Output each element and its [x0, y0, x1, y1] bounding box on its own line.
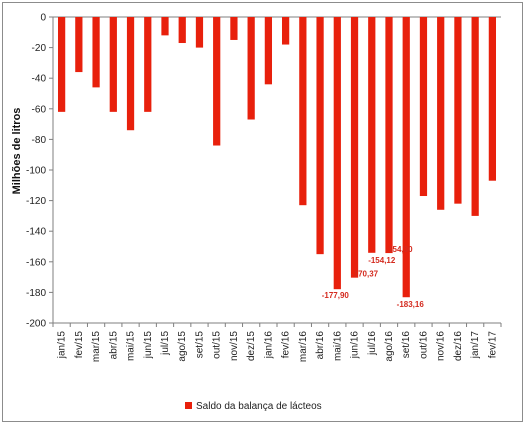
y-tick-label: 0 — [40, 13, 46, 24]
y-axis-label: Milhões de litros — [11, 108, 23, 195]
data-label-layer: -177,90 -170,37 -154,12 -154,30 -183,16 — [322, 245, 425, 309]
x-tick-label: fev/17 — [487, 331, 498, 359]
x-tick-label: dez/15 — [246, 331, 257, 361]
bar — [350, 17, 359, 278]
bar — [92, 17, 100, 88]
chart-frame: 0 -20 -40 -60 -80 -100 -120 -140 -160 -180 -200 jan… — [2, 2, 523, 422]
x-tick-label: out/15 — [212, 331, 223, 359]
data-label: -183,16 — [397, 300, 425, 309]
y-tick-label: -180 — [26, 288, 46, 299]
legend: Saldo da balança de lácteos — [185, 401, 322, 412]
bar-chart: 0 -20 -40 -60 -80 -100 -120 -140 -160 -180 -200 jan… — [11, 13, 502, 412]
bar — [144, 17, 152, 112]
x-tick-label: ago/16 — [384, 331, 395, 362]
x-tick-label: fev/15 — [74, 331, 85, 359]
x-tick-label: nov/16 — [436, 331, 447, 361]
x-tick-label: out/16 — [418, 331, 429, 359]
bar — [161, 17, 169, 36]
x-tick-label: jan/15 — [57, 331, 68, 360]
x-tick-label: nov/15 — [229, 331, 240, 361]
legend-entry: Saldo da balança de lácteos — [196, 401, 322, 412]
y-tick-label: -140 — [26, 227, 46, 238]
y-tick-label: -120 — [26, 196, 46, 207]
x-tick-label: jan/17 — [470, 331, 481, 360]
y-tick-label: -160 — [26, 257, 46, 268]
x-tick-label: abr/16 — [315, 331, 326, 360]
y-tick-label: -200 — [26, 319, 46, 330]
bar — [178, 17, 186, 44]
x-tick-label: mai/16 — [332, 331, 343, 361]
bar — [75, 17, 83, 73]
data-label: -170,37 — [351, 270, 379, 279]
y-tick-label: -20 — [32, 43, 47, 54]
y-tick-label: -60 — [32, 104, 47, 115]
bar — [299, 17, 307, 206]
x-tick-label: mar/16 — [298, 331, 309, 363]
bar — [230, 17, 238, 40]
x-tick-label: jul/16 — [367, 331, 378, 356]
bar-layer — [57, 17, 497, 298]
bar — [213, 17, 221, 146]
x-tick-label: jan/16 — [263, 331, 274, 360]
x-tick-label: mar/15 — [91, 331, 102, 363]
data-label: -154,30 — [385, 245, 413, 254]
bar — [437, 17, 445, 210]
bar — [454, 17, 462, 204]
x-tick-label: jun/16 — [350, 331, 361, 360]
bar — [109, 17, 117, 112]
x-tick-label: set/16 — [401, 331, 412, 359]
x-tick-label: set/15 — [194, 331, 205, 359]
bar — [57, 17, 66, 112]
x-tick-label: dez/16 — [453, 331, 464, 361]
data-label: -177,90 — [322, 291, 350, 300]
bar — [385, 17, 393, 254]
bar — [316, 17, 324, 255]
bar — [368, 17, 376, 253]
y-tick-label: -80 — [32, 135, 47, 146]
x-tick-label: abr/15 — [108, 331, 119, 360]
x-tick-label: mai/15 — [126, 331, 137, 361]
data-label: -154,12 — [368, 256, 396, 265]
bar — [264, 17, 273, 85]
bar — [247, 17, 255, 120]
x-tick-label: jul/15 — [160, 331, 171, 356]
axis-layer: 0 -20 -40 -60 -80 -100 -120 -140 -160 -180 -200 jan… — [26, 13, 502, 363]
bar — [281, 17, 290, 45]
legend-swatch — [185, 402, 192, 409]
bar — [488, 17, 497, 181]
y-tick-label: -100 — [26, 166, 46, 177]
x-tick-label: jun/15 — [143, 331, 154, 360]
bar — [419, 17, 428, 197]
bar — [333, 17, 341, 290]
bar — [402, 17, 410, 298]
bar — [471, 17, 479, 216]
x-tick-label: fev/16 — [281, 331, 292, 359]
bar — [126, 17, 135, 131]
bar — [195, 17, 204, 48]
y-tick-label: -40 — [32, 74, 47, 85]
x-tick-label: ago/15 — [177, 331, 188, 362]
